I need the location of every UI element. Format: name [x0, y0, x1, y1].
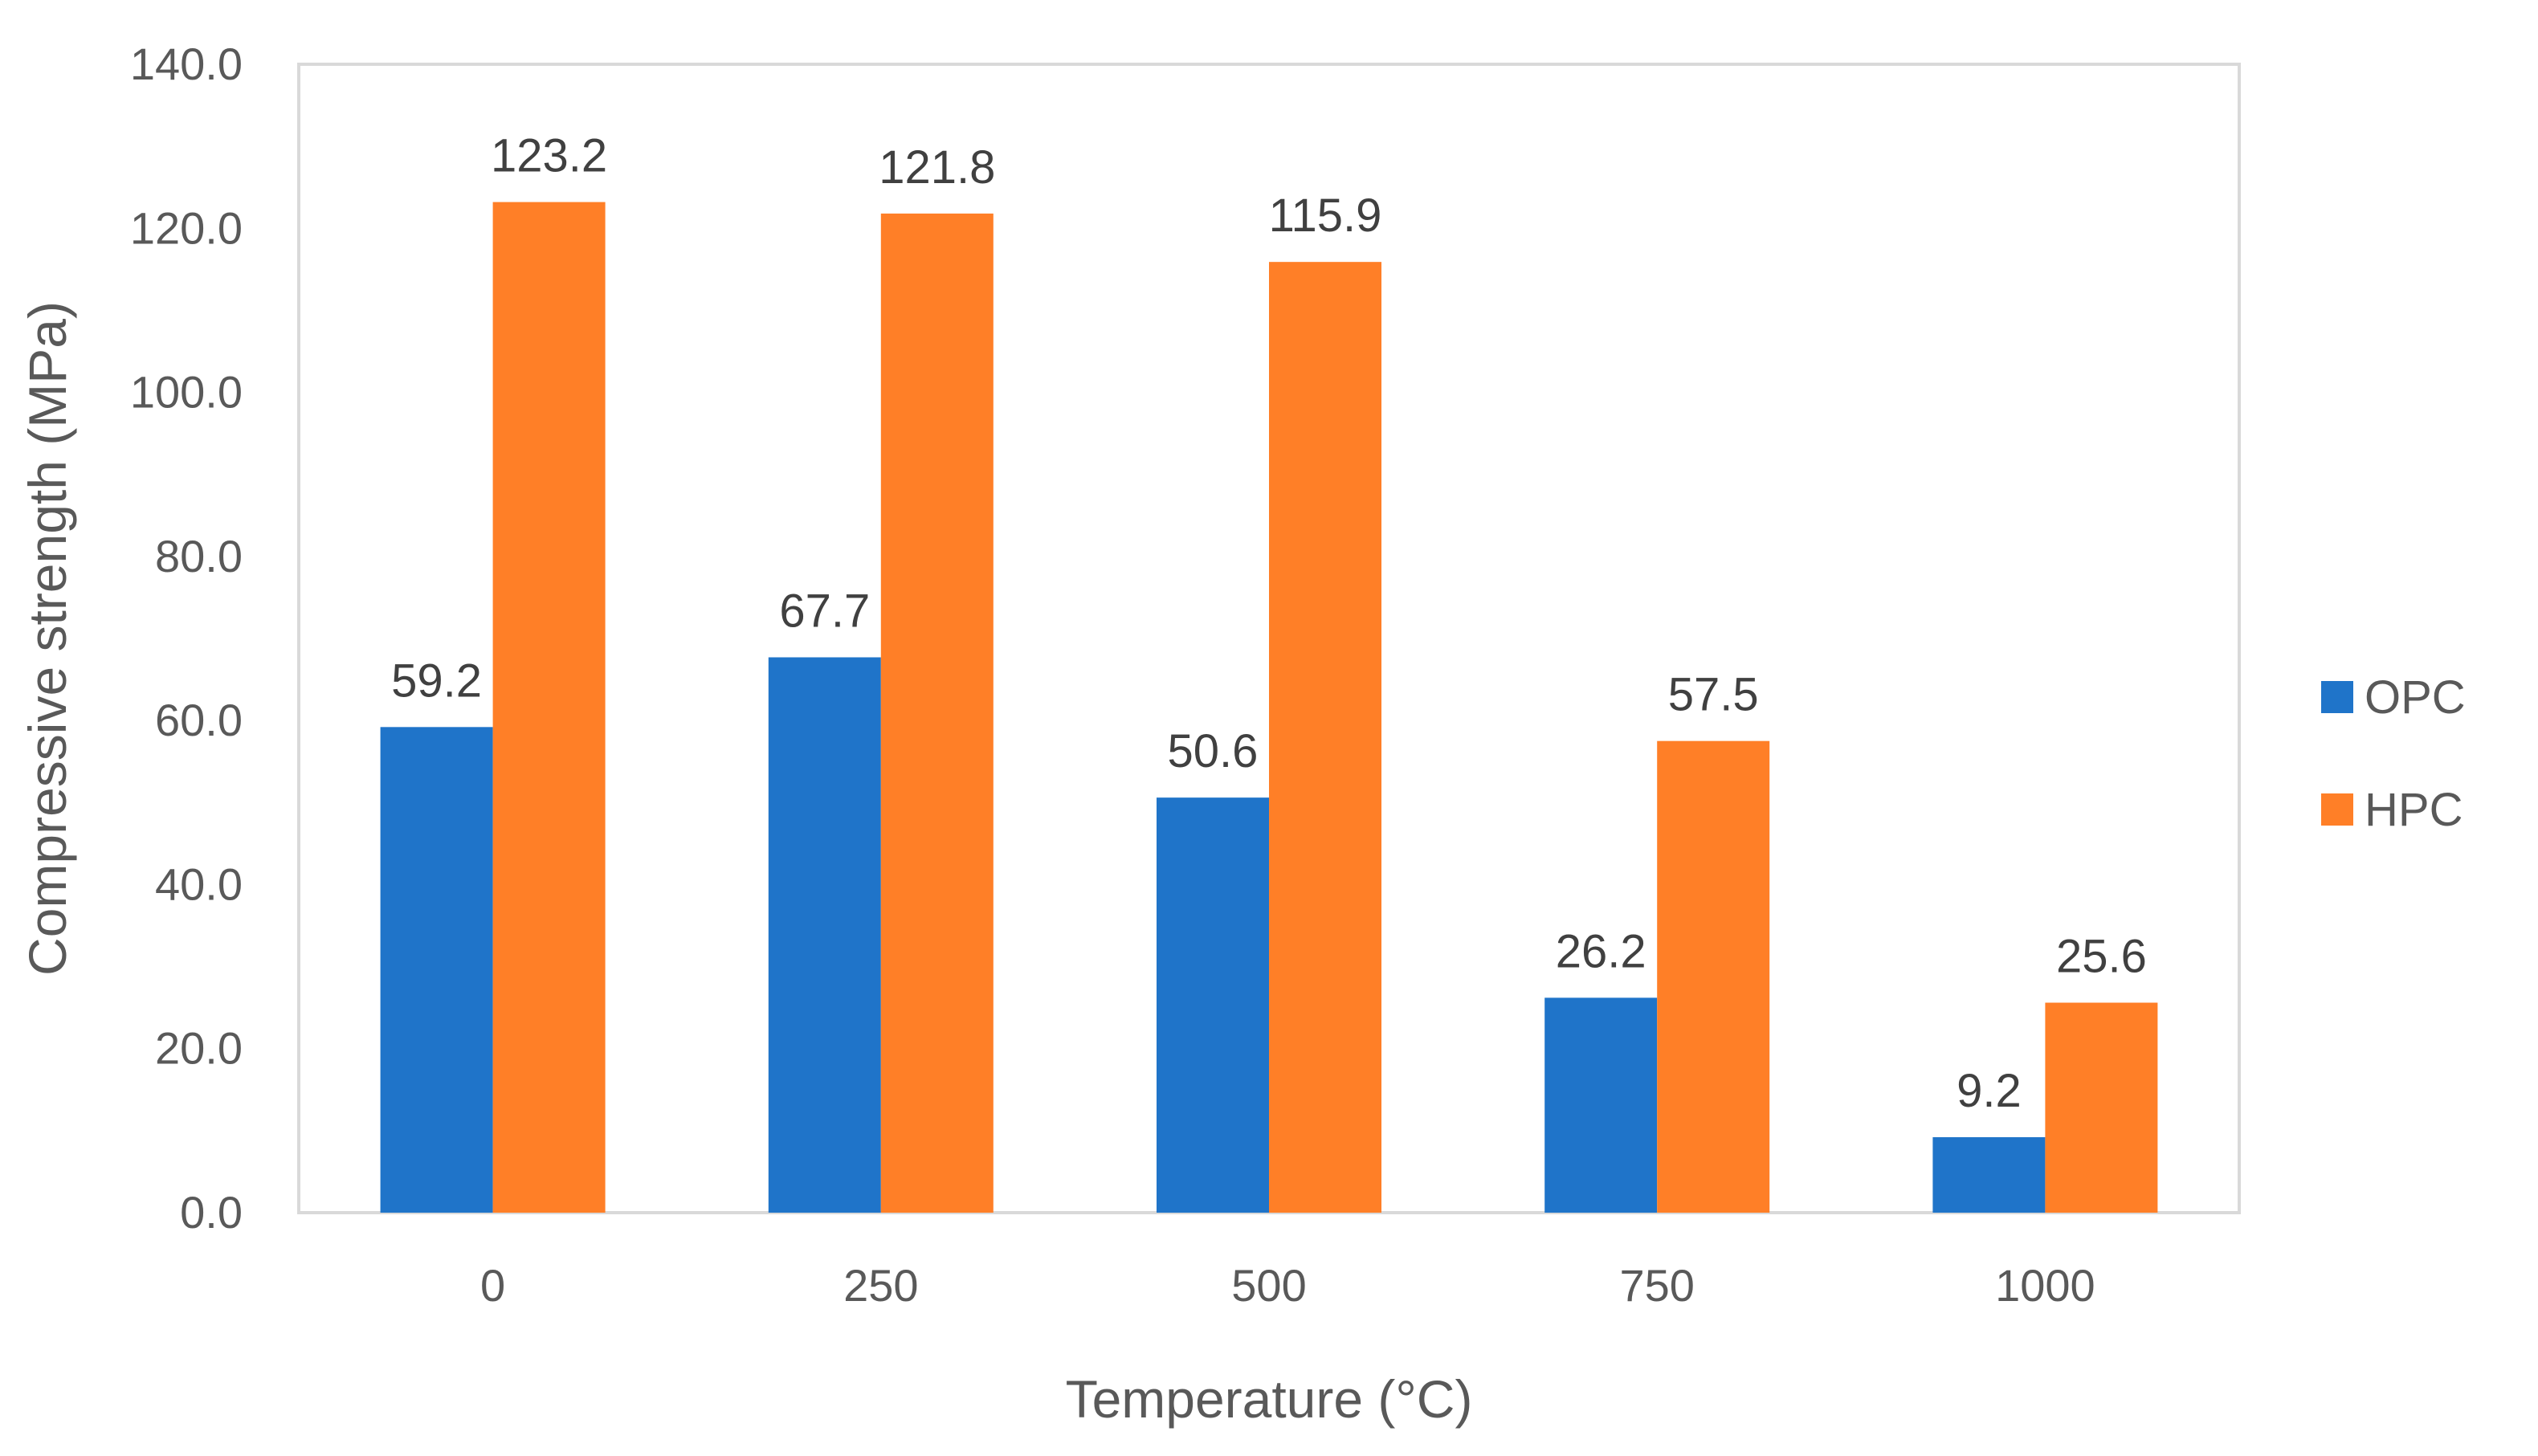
bar-hpc — [492, 202, 606, 1213]
data-label-hpc: 25.6 — [2056, 931, 2147, 983]
legend-label-opc: OPC — [2365, 671, 2466, 724]
y-tick-label: 0.0 — [180, 1187, 243, 1238]
bar-opc — [1157, 797, 1269, 1213]
y-axis-title: Compressive strength (MPa) — [18, 301, 77, 976]
bar-opc — [380, 727, 493, 1213]
data-label-hpc: 115.9 — [1269, 190, 1382, 242]
bar-hpc — [880, 213, 994, 1213]
data-label-opc: 50.6 — [1168, 725, 1259, 777]
y-tick-label: 20.0 — [155, 1023, 243, 1074]
data-label-hpc: 57.5 — [1668, 669, 1759, 721]
y-tick-label: 60.0 — [155, 695, 243, 745]
y-tick-label: 100.0 — [130, 367, 243, 418]
y-tick-label: 120.0 — [130, 202, 243, 253]
x-tick-label: 250 — [843, 1260, 918, 1311]
bar-opc — [768, 657, 881, 1213]
legend-swatch-hpc — [2321, 793, 2353, 826]
legend: OPC HPC — [2321, 671, 2466, 836]
bar-hpc — [1657, 740, 1770, 1213]
legend-swatch-opc — [2321, 681, 2353, 713]
y-tick-label: 80.0 — [155, 531, 243, 581]
y-tick-label: 140.0 — [130, 39, 243, 89]
x-tick-label: 1000 — [1995, 1260, 2095, 1311]
bar-opc — [1544, 997, 1658, 1213]
data-label-opc: 59.2 — [391, 655, 482, 707]
legend-label-hpc: HPC — [2365, 784, 2463, 836]
data-label-hpc: 121.8 — [879, 141, 995, 194]
bar-hpc — [1269, 262, 1381, 1213]
x-tick-label: 750 — [1619, 1260, 1694, 1311]
x-tick-label: 0 — [480, 1260, 505, 1311]
bar-hpc — [2045, 1002, 2158, 1213]
data-label-opc: 9.2 — [1957, 1065, 2022, 1117]
data-label-hpc: 123.2 — [491, 130, 607, 182]
y-tick-label: 40.0 — [155, 859, 243, 909]
data-label-opc: 67.7 — [779, 585, 870, 637]
bar-opc — [1932, 1137, 2046, 1213]
x-axis-title: Temperature (°C) — [1066, 1369, 1473, 1429]
x-tick-label: 500 — [1231, 1260, 1306, 1311]
data-label-opc: 26.2 — [1556, 925, 1646, 977]
